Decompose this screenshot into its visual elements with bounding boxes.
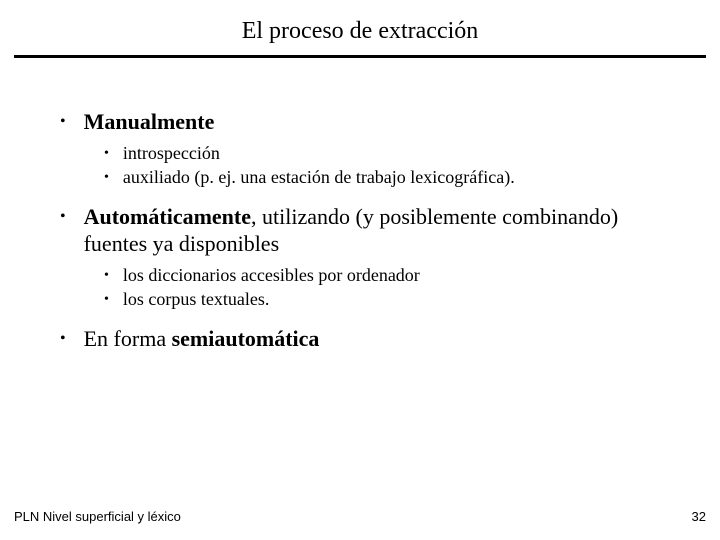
list-item-label: auxiliado (p. ej. una estación de trabaj… <box>123 166 515 189</box>
content-area: • Manualmente • introspección • auxiliad… <box>0 58 720 352</box>
list-item-label: En forma semiautomática <box>84 325 320 353</box>
bullet-icon: • <box>60 331 66 347</box>
page-number: 32 <box>692 509 706 524</box>
bullet-icon: • <box>104 293 109 307</box>
slide: El proceso de extracción • Manualmente •… <box>0 0 720 540</box>
list-item: • En forma semiautomática <box>60 325 680 353</box>
bullet-icon: • <box>104 171 109 185</box>
list-item-label: los corpus textuales. <box>123 288 269 311</box>
sublist: • los diccionarios accesibles por ordena… <box>104 264 680 311</box>
slide-title: El proceso de extracción <box>0 0 720 55</box>
list-item: • auxiliado (p. ej. una estación de trab… <box>104 166 680 189</box>
footer-left: PLN Nivel superficial y léxico <box>14 509 181 524</box>
bullet-icon: • <box>104 269 109 283</box>
bullet-icon: • <box>60 114 66 130</box>
footer: PLN Nivel superficial y léxico 32 <box>14 509 706 524</box>
list-item: • los corpus textuales. <box>104 288 680 311</box>
sublist: • introspección • auxiliado (p. ej. una … <box>104 142 680 189</box>
bullet-icon: • <box>60 209 66 225</box>
list-item: • Manualmente <box>60 108 680 136</box>
list-item-label: Automáticamente, utilizando (y posibleme… <box>84 203 680 258</box>
bullet-icon: • <box>104 147 109 161</box>
list-item-label: los diccionarios accesibles por ordenado… <box>123 264 420 287</box>
list-item: • introspección <box>104 142 680 165</box>
list-item-label: Manualmente <box>84 108 215 136</box>
list-item: • los diccionarios accesibles por ordena… <box>104 264 680 287</box>
list-item-label: introspección <box>123 142 220 165</box>
list-item: • Automáticamente, utilizando (y posible… <box>60 203 680 258</box>
